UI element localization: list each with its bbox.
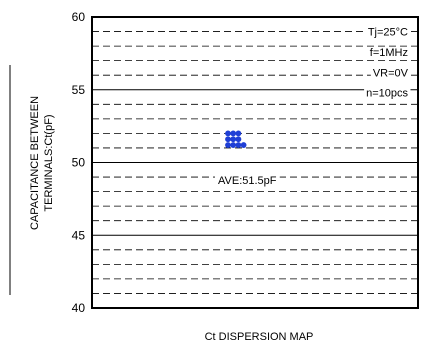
- data-points: [225, 130, 247, 148]
- condition-text-background: [365, 26, 411, 39]
- y-tick-label: 60: [72, 10, 86, 24]
- y-axis-label-line1: CAPACITANCE BETWEEN: [29, 96, 41, 230]
- data-point: [225, 136, 231, 143]
- y-tick-label: 55: [72, 83, 86, 97]
- average-label: AVE:51.5pF: [218, 175, 277, 187]
- data-point: [240, 142, 247, 148]
- condition-text: VR=0V: [373, 67, 409, 79]
- y-tick-label: 40: [72, 301, 86, 315]
- condition-text-background: [364, 87, 411, 100]
- data-point: [235, 130, 242, 137]
- data-point: [235, 136, 242, 143]
- data-point: [230, 130, 237, 137]
- x-axis-label: Ct DISPERSION MAP: [205, 331, 314, 343]
- y-tick-label: 50: [72, 156, 86, 170]
- grid: [92, 31, 418, 294]
- plot-frame: [91, 16, 419, 309]
- condition-text: f=1MHz: [370, 47, 408, 59]
- condition-text: n=10pcs: [366, 88, 408, 100]
- condition-text-background: [367, 46, 410, 59]
- y-tick-labels: 40 45 50 55 60: [72, 10, 86, 315]
- condition-text-background: [370, 67, 411, 80]
- y-tick-label: 45: [72, 228, 86, 242]
- data-point: [225, 142, 231, 148]
- condition-text: Tj=25°C: [368, 27, 408, 39]
- data-point: [225, 130, 231, 137]
- conditions-block: Tj=25°C f=1MHz VR=0V n=10pcs: [364, 26, 411, 100]
- data-point: [235, 142, 242, 148]
- average-label-background: [215, 174, 280, 187]
- y-axis-label-line2: TERMINALS:Ct(pF): [43, 114, 55, 211]
- data-point: [230, 142, 237, 148]
- data-point: [230, 136, 237, 143]
